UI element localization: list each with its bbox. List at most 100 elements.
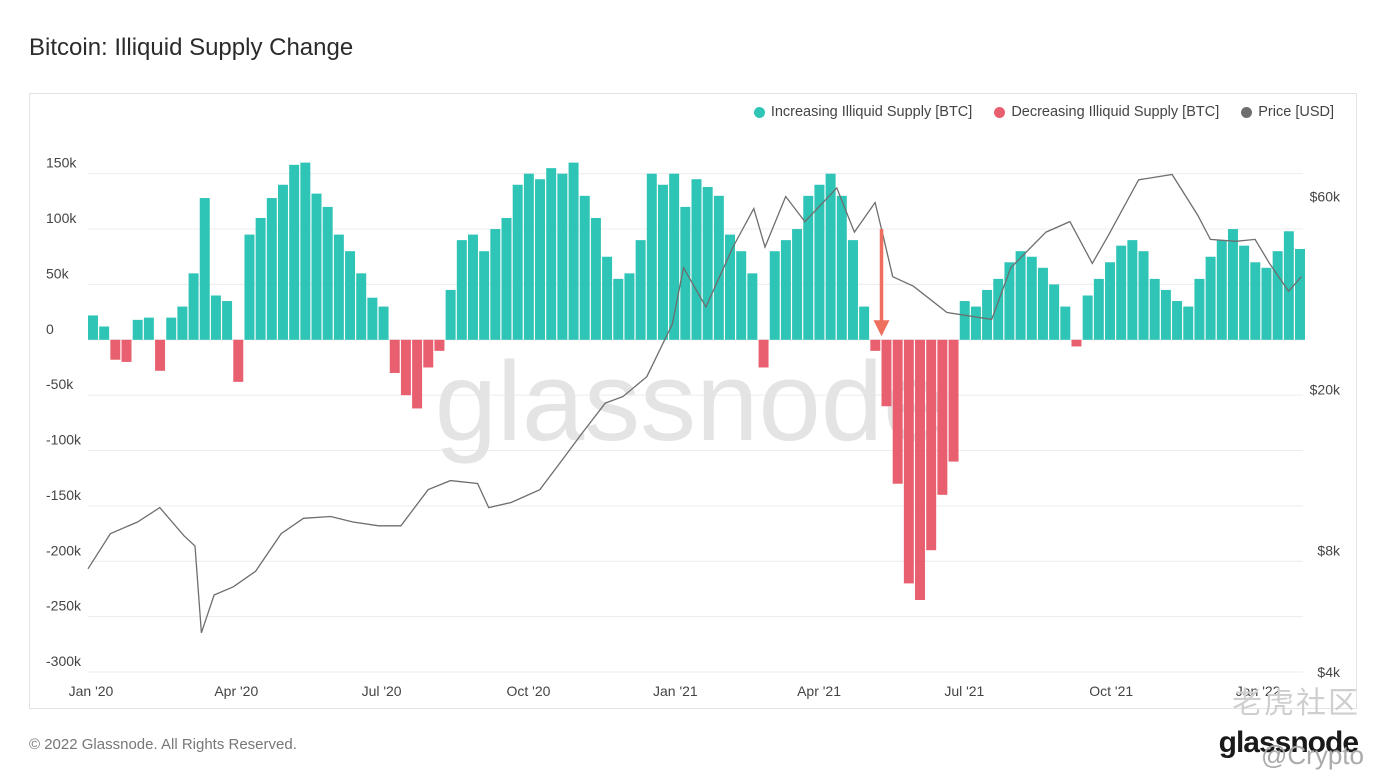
bar-increasing — [132, 319, 143, 340]
bar-increasing — [590, 217, 601, 340]
x-tick-label: Apr '20 — [214, 683, 258, 699]
bar-decreasing — [870, 339, 881, 351]
bar-increasing — [512, 184, 523, 340]
bar-increasing — [277, 184, 288, 340]
legend-item-price[interactable]: Price [USD] — [1241, 104, 1334, 120]
bar-decreasing — [412, 339, 423, 409]
bar-increasing — [1049, 284, 1060, 340]
annotation-arrow-head — [873, 320, 890, 337]
axis-layer: 150k 100k 50k 0 -50k -100k -150k -200k -250k -300… — [46, 155, 1341, 699]
bar-increasing — [1060, 306, 1071, 340]
bar-increasing — [1116, 245, 1127, 340]
bar-increasing — [367, 297, 378, 340]
y-left-tick-label: -200k — [46, 542, 82, 558]
community-watermark: 老虎社区 — [1232, 687, 1360, 720]
bar-increasing — [210, 295, 221, 340]
bar-increasing — [814, 184, 825, 340]
y-left-tick-label: 50k — [46, 265, 70, 281]
bar-increasing — [166, 317, 177, 340]
y-left-tick-label: 150k — [46, 155, 77, 171]
bar-increasing — [1160, 289, 1171, 340]
bar-increasing — [322, 206, 333, 340]
bar-increasing — [1250, 262, 1261, 340]
legend-item-increasing[interactable]: Increasing Illiquid Supply [BTC] — [753, 104, 973, 120]
bar-increasing — [792, 229, 803, 340]
price-layer — [87, 173, 1302, 634]
legend-label-increasing: Increasing Illiquid Supply [BTC] — [770, 104, 973, 120]
annotation-layer — [873, 229, 890, 337]
bar-increasing — [680, 206, 691, 340]
legend-label-decreasing: Decreasing Illiquid Supply [BTC] — [1011, 104, 1220, 120]
bar-increasing — [479, 251, 490, 340]
legend-swatch-decreasing — [994, 106, 1006, 118]
bar-increasing — [1216, 240, 1227, 340]
bar-decreasing — [881, 339, 892, 407]
bar-increasing — [143, 317, 154, 340]
bar-increasing — [847, 240, 858, 340]
bar-increasing — [1093, 278, 1104, 340]
bar-increasing — [1295, 248, 1305, 340]
bar-decreasing — [233, 339, 244, 382]
bar-increasing — [266, 198, 277, 340]
bar-increasing — [1149, 278, 1160, 340]
bar-increasing — [669, 173, 680, 340]
bar-increasing — [657, 184, 668, 340]
bar-decreasing — [155, 339, 166, 371]
x-tick-label: Apr '21 — [797, 683, 841, 699]
bars-layer — [88, 162, 1305, 601]
bar-increasing — [535, 179, 546, 340]
y-left-tick-label: 100k — [46, 210, 77, 226]
bar-increasing — [1272, 251, 1283, 340]
bar-increasing — [345, 251, 356, 340]
bar-increasing — [88, 315, 98, 340]
y-left-tick-label: -250k — [46, 598, 82, 614]
legend-swatch-price — [1241, 106, 1253, 118]
bar-increasing — [378, 306, 389, 340]
bar-decreasing — [758, 339, 769, 368]
bar-increasing — [1004, 262, 1015, 340]
bar-increasing — [99, 326, 110, 340]
bar-increasing — [713, 195, 724, 340]
bar-increasing — [1205, 256, 1216, 340]
bar-increasing — [1194, 278, 1205, 340]
legend-item-decreasing[interactable]: Decreasing Illiquid Supply [BTC] — [994, 104, 1219, 120]
y-left-tick-label: -50k — [46, 376, 74, 392]
bar-increasing — [579, 195, 590, 340]
bar-increasing — [702, 186, 713, 340]
bar-increasing — [635, 240, 646, 340]
x-tick-label: Jan '22 — [1236, 683, 1281, 699]
bar-increasing — [970, 306, 981, 340]
bar-increasing — [467, 234, 478, 340]
chart-legend: Increasing Illiquid Supply [BTC] Decreas… — [753, 104, 1334, 120]
x-tick-label: Oct '21 — [1089, 683, 1133, 699]
bar-increasing — [803, 195, 814, 340]
bar-increasing — [188, 273, 199, 340]
bar-increasing — [691, 179, 702, 340]
bar-decreasing — [423, 339, 434, 368]
bar-increasing — [300, 162, 311, 340]
bar-decreasing — [937, 339, 948, 495]
bar-increasing — [725, 234, 736, 340]
bar-increasing — [456, 240, 467, 340]
bar-increasing — [490, 229, 501, 340]
bar-increasing — [311, 193, 322, 340]
bar-decreasing — [948, 339, 959, 462]
bar-increasing — [177, 306, 188, 340]
bar-increasing — [825, 173, 836, 340]
bar-increasing — [1283, 231, 1294, 340]
bar-decreasing — [1071, 339, 1082, 347]
y-left-tick-label: -300k — [46, 653, 82, 669]
bar-increasing — [222, 301, 233, 340]
bar-increasing — [1105, 262, 1115, 340]
legend-label-price: Price [USD] — [1258, 104, 1334, 120]
bar-increasing — [982, 289, 993, 340]
bar-increasing — [780, 240, 791, 340]
y-right-tick-label: $20k — [1310, 381, 1341, 397]
bar-increasing — [1261, 267, 1272, 340]
y-right-tick-label: $4k — [1317, 664, 1341, 680]
x-tick-label: Jan '21 — [653, 683, 698, 699]
bar-increasing — [1183, 306, 1194, 340]
x-tick-label: Jan '20 — [69, 683, 114, 699]
y-left-tick-label: -150k — [46, 487, 82, 503]
